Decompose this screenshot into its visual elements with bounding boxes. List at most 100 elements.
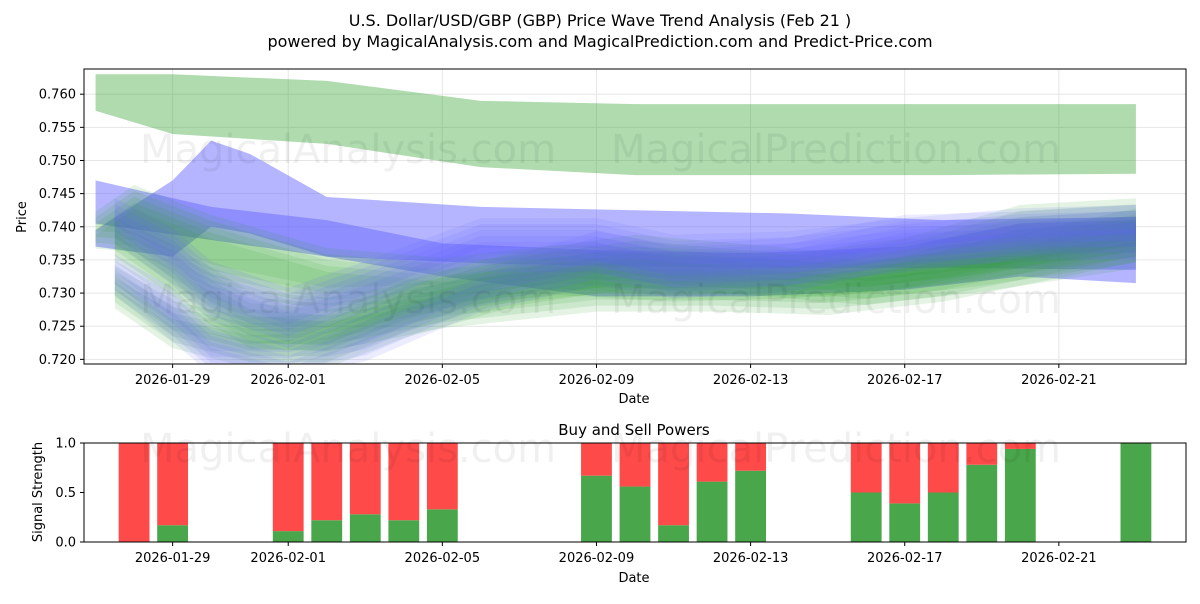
price-band-blue	[114, 198, 1136, 325]
price-band-green	[95, 74, 1136, 176]
price-band-blue	[114, 222, 1136, 364]
price-y-tick-label: 0.760	[39, 88, 76, 103]
signal-plot-frame	[83, 442, 1187, 543]
sell-bar	[658, 443, 689, 526]
price-band-blue	[114, 228, 1136, 364]
price-y-label: Price	[15, 201, 30, 233]
price-x-ticks: 2026-01-29 2026-02-01 2026-02-05 2026-02-09…	[135, 364, 1097, 388]
price-band-green	[95, 196, 1136, 300]
price-x-tick-label: 2026-02-05	[405, 373, 481, 388]
sell-bar	[619, 443, 651, 487]
signal-x-tick-label: 2026-02-13	[713, 551, 789, 566]
price-band-green	[95, 185, 1136, 288]
chart-subtitle: powered by MagicalAnalysis.com and Magic…	[267, 32, 932, 51]
buy-bar	[349, 514, 381, 542]
price-band-blue	[114, 216, 1136, 343]
signal-x-tick-label: 2026-02-05	[405, 551, 481, 566]
sell-bar	[311, 443, 343, 521]
price-band-green	[114, 208, 1136, 328]
price-y-tick-label: 0.755	[39, 121, 76, 136]
price-plot-frame	[83, 68, 1187, 365]
buy-bar	[850, 492, 882, 542]
price-x-tick-label: 2026-02-17	[867, 373, 943, 388]
signal-x-tick-label: 2026-02-17	[867, 551, 943, 566]
price-x-tick-label: 2026-01-29	[135, 373, 211, 388]
signal-y-ticks: 0.0 0.5 1.0	[55, 437, 84, 551]
sell-bar	[349, 443, 381, 515]
signal-x-label: Date	[618, 571, 649, 586]
buy-bar	[735, 470, 767, 542]
price-band-blue	[95, 140, 1136, 270]
signal-x-ticks: 2026-01-29 2026-02-01 2026-02-05 2026-02-09…	[135, 542, 1097, 566]
price-band-blue	[114, 204, 1136, 331]
price-band-green	[114, 224, 1136, 351]
price-band-green	[114, 220, 1136, 340]
sell-bar	[889, 443, 921, 504]
signal-chart-title: Buy and Sell Powers	[558, 421, 710, 439]
sell-bar	[118, 443, 150, 542]
sell-bar	[927, 443, 959, 493]
buy-bar	[966, 464, 998, 542]
price-y-tick-label: 0.735	[39, 253, 76, 268]
price-y-tick-label: 0.745	[39, 187, 76, 202]
signal-bars	[118, 443, 1152, 542]
price-y-ticks: 0.720 0.725 0.730 0.735 0.740 0.745 0.750 0.755…	[39, 88, 84, 368]
signal-x-tick-label: 2026-02-21	[1021, 551, 1097, 566]
watermark-analysis-bottom: MagicalAnalysis.com	[140, 426, 556, 472]
buy-bar	[272, 531, 304, 542]
price-band-green	[114, 226, 1136, 346]
buy-bar	[927, 492, 959, 542]
signal-x-tick-label: 2026-02-09	[559, 551, 635, 566]
price-band-blue	[114, 204, 1136, 353]
signal-y-label: Signal Strength	[31, 442, 46, 542]
price-bands	[95, 74, 1136, 364]
buy-bar	[1004, 448, 1036, 542]
price-y-tick-label: 0.725	[39, 320, 76, 335]
price-y-tick-label: 0.740	[39, 220, 76, 235]
price-band-green	[114, 214, 1136, 334]
buy-bar	[581, 475, 612, 542]
price-band-blue	[114, 210, 1136, 337]
buy-bar	[1120, 443, 1152, 542]
price-grid	[84, 69, 1186, 364]
sell-bar	[966, 443, 998, 465]
buy-bar	[426, 509, 458, 542]
price-x-label: Date	[618, 392, 649, 407]
watermark-analysis-top: MagicalAnalysis.com	[140, 127, 556, 173]
watermark-prediction-top: MagicalPrediction.com	[611, 127, 1061, 173]
chart-title: U.S. Dollar/USD/GBP (GBP) Price Wave Tre…	[349, 11, 852, 30]
buy-bar	[619, 486, 651, 542]
sell-bar	[850, 443, 882, 493]
watermark-prediction-bottom: MagicalPrediction.com	[611, 426, 1061, 472]
price-y-tick-label: 0.750	[39, 154, 76, 169]
sell-bar	[735, 443, 767, 471]
signal-y-tick-label: 1.0	[55, 437, 76, 452]
sell-bar	[696, 443, 728, 482]
price-band-green	[114, 218, 1136, 345]
signal-x-tick-label: 2026-02-01	[250, 551, 326, 566]
price-band-green	[114, 230, 1136, 357]
buy-bar	[157, 525, 189, 542]
price-x-tick-label: 2026-02-21	[1021, 373, 1097, 388]
price-band-green	[114, 236, 1136, 363]
watermark-prediction-mid: MagicalPrediction.com	[611, 277, 1061, 323]
price-y-tick-label: 0.720	[39, 353, 76, 368]
sell-bar	[581, 443, 612, 476]
price-band-blue	[114, 216, 1136, 364]
price-x-tick-label: 2026-02-09	[559, 373, 635, 388]
price-x-tick-label: 2026-02-01	[250, 373, 326, 388]
sell-bar	[272, 443, 304, 532]
sell-bar	[157, 443, 189, 526]
price-band-green	[114, 242, 1136, 364]
price-x-tick-label: 2026-02-13	[713, 373, 789, 388]
price-band-blue	[95, 180, 1136, 297]
buy-bar	[388, 520, 420, 542]
price-band-green	[95, 190, 1136, 294]
sell-bar	[388, 443, 420, 521]
price-y-tick-label: 0.730	[39, 287, 76, 302]
buy-bar	[311, 520, 343, 542]
price-band-green	[114, 232, 1136, 352]
sell-bar	[426, 443, 458, 510]
price-band-blue	[114, 210, 1136, 359]
price-band-green	[95, 202, 1136, 306]
